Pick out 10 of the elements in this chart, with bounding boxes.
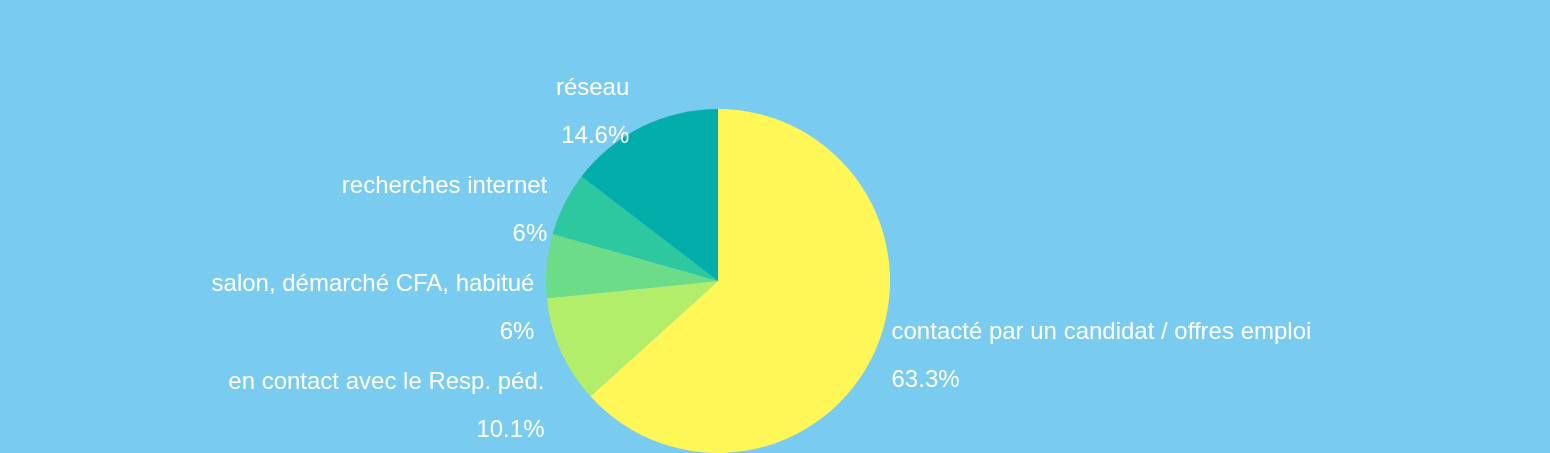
data-label: 10.1% <box>476 414 545 442</box>
data-label: 63.3% <box>891 364 960 392</box>
data-label: 14.6% <box>561 120 630 148</box>
slice-label: réseau <box>555 72 630 100</box>
slice-label: recherches internet <box>341 170 548 198</box>
slice-label: salon, démarché CFA, habitué <box>211 268 535 296</box>
slice-label: contacté par un candidat / offres emploi <box>891 316 1312 344</box>
slice-label: en contact avec le Resp. péd. <box>228 366 545 394</box>
data-label: 6% <box>512 218 548 246</box>
data-label: 6% <box>499 316 535 344</box>
